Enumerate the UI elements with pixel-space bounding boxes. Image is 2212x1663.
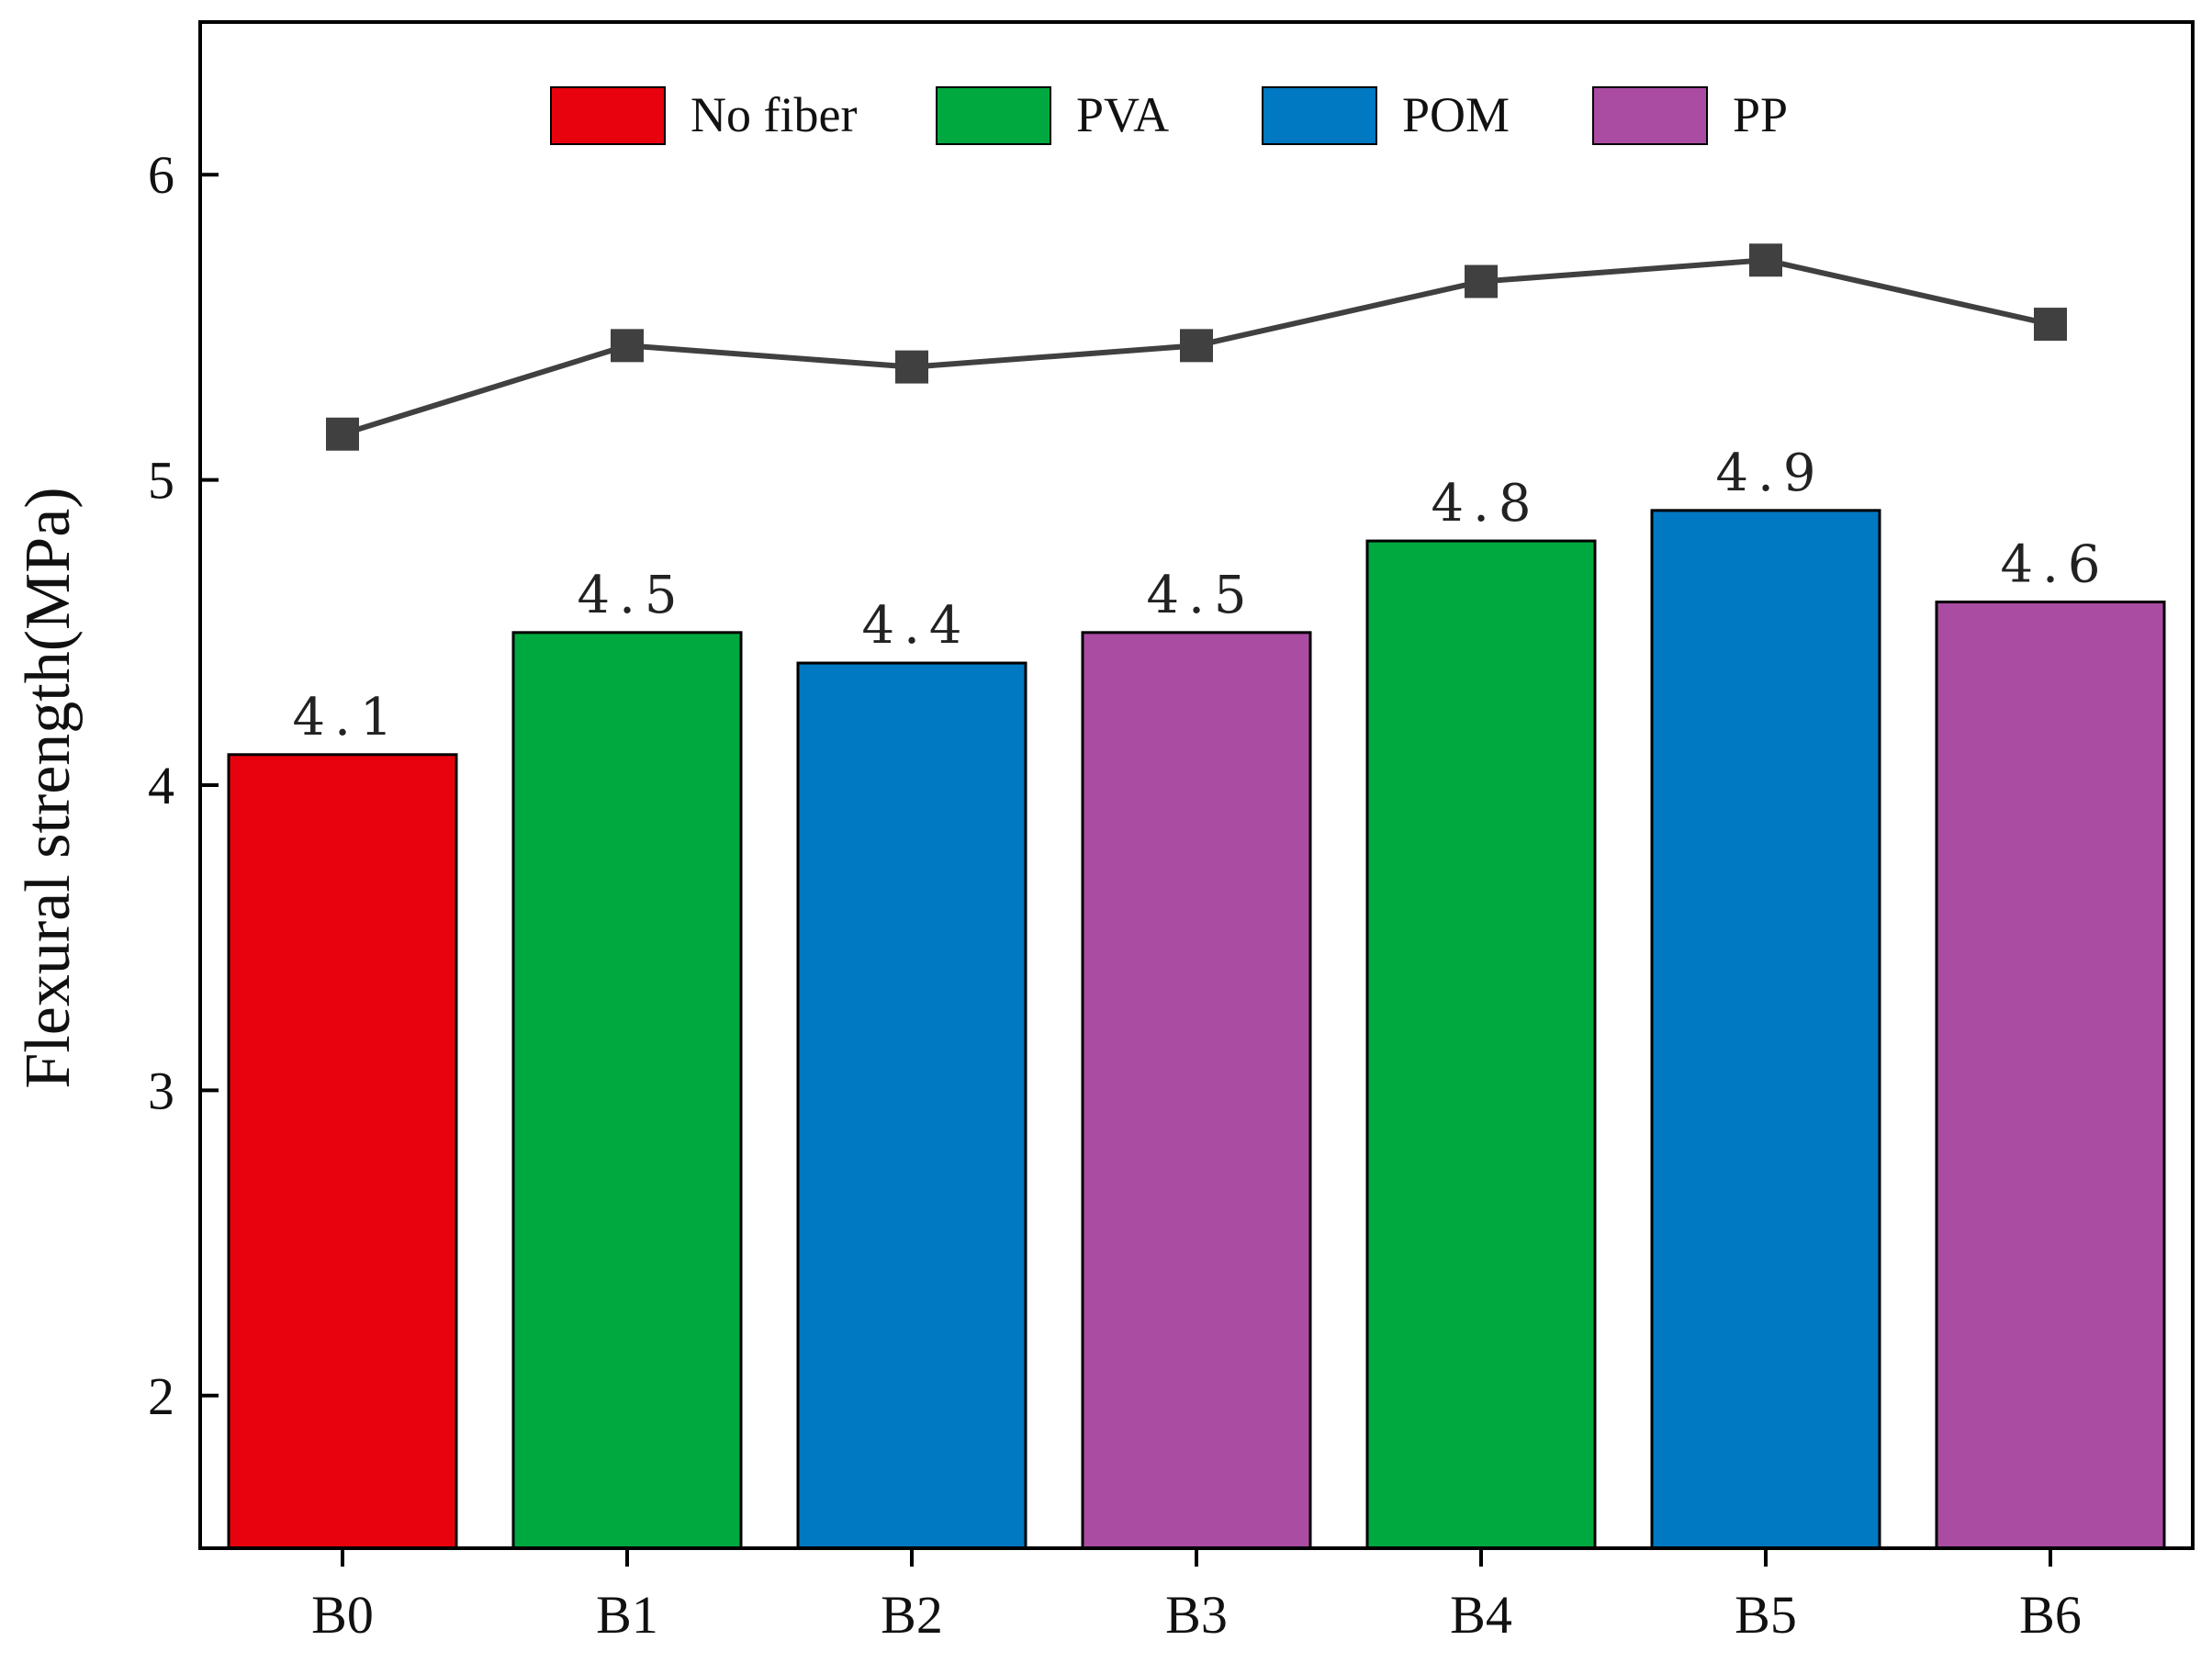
legend-label-no-fiber: No fiber (691, 87, 857, 142)
legend-swatch-pp (1592, 86, 1708, 145)
legend-swatch-pva (936, 86, 1051, 145)
y-tick-label-3: 3 (148, 1061, 174, 1120)
x-tick-label-b3: B3 (1165, 1585, 1228, 1645)
axes-layer: 2 3 4 5 6 B0 B1 B2 B3 B4 B5 B6 (148, 20, 2195, 1645)
bar-b4 (1365, 539, 1597, 1550)
line-layer (326, 243, 2067, 451)
data-label-b4: 4.8 (1431, 474, 1540, 534)
legend-swatch-no-fiber (550, 86, 666, 145)
bar-b1 (511, 631, 743, 1550)
legend-label-pva: PVA (1076, 87, 1169, 142)
data-label-b1: 4.5 (577, 566, 686, 625)
bars-layer (227, 509, 2166, 1550)
legend-label-pp: PP (1733, 87, 1788, 142)
line-marker-b2 (895, 350, 928, 384)
line-marker-b0 (326, 417, 359, 451)
legend: No fiber PVA POM PP (550, 86, 1788, 145)
bar-b3 (1081, 631, 1312, 1550)
data-label-b6: 4.6 (2000, 535, 2109, 595)
y-tick-label-2: 2 (148, 1366, 174, 1426)
y-tick-label-6: 6 (148, 145, 174, 205)
line-marker-b1 (611, 329, 644, 363)
data-label-b3: 4.5 (1146, 566, 1255, 625)
x-tick-label-b6: B6 (2019, 1585, 2082, 1645)
data-label-b2: 4.4 (861, 596, 971, 656)
x-tick-label-b5: B5 (1735, 1585, 1797, 1645)
bar-b6 (1935, 601, 2166, 1550)
line-marker-b6 (2034, 308, 2067, 342)
line-marker-b3 (1180, 329, 1213, 363)
y-tick-label-5: 5 (148, 451, 174, 511)
bar-b0 (227, 753, 458, 1550)
x-tick-label-b4: B4 (1450, 1585, 1512, 1645)
bar-b5 (1650, 509, 1881, 1550)
data-label-b5: 4.9 (1715, 444, 1825, 503)
legend-label-pom: POM (1402, 87, 1510, 142)
data-label-b0: 4.1 (292, 688, 401, 747)
bar-b2 (796, 661, 1027, 1550)
labels-layer: 4.1 4.5 4.4 4.5 4.8 4.9 4.6 (292, 444, 2109, 747)
x-tick-label-b0: B0 (311, 1585, 374, 1645)
y-axis-title: Flexural strength(MPa) (13, 487, 84, 1088)
y-tick-label-4: 4 (148, 756, 174, 815)
x-tick-label-b2: B2 (881, 1585, 943, 1645)
line-marker-b5 (1749, 243, 1782, 277)
legend-swatch-pom (1262, 86, 1377, 145)
line-marker-b4 (1465, 264, 1498, 298)
x-tick-label-b1: B1 (596, 1585, 658, 1645)
